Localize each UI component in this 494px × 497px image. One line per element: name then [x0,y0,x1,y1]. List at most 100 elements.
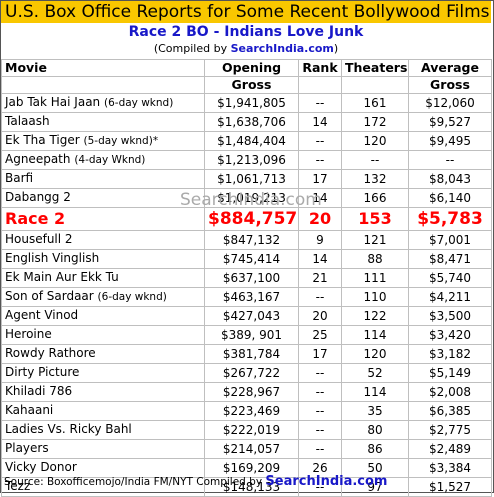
movie-note: (6-day wknd) [97,291,167,303]
header-movie: Movie [1,59,205,77]
average-gross-cell: $2,008 [408,382,492,402]
table-row: Jab Tak Hai Jaan (6-day wknd) $1,941,805-… [1,93,492,113]
table-row: Agneepath (4-day Wknd) $1,213,096 -- -- -- [1,150,492,170]
movie-cell: Ladies Vs. Ricky Bahl [1,420,205,440]
average-gross-cell: $7,001 [408,230,492,250]
rank-cell: 17 [298,169,342,189]
table-row: Ek Main Aur Ekk Tu $637,100 21 111 $5,740 [1,268,492,288]
opening-gross-cell: $637,100 [204,268,299,288]
theaters-cell: 120 [341,344,409,364]
average-gross-cell: $3,182 [408,344,492,364]
movie-cell: Ek Tha Tiger (5-day wknd)* [1,131,205,151]
average-gross-cell: $6,140 [408,188,492,208]
theaters-cell: 35 [341,401,409,421]
movie-cell: Dabangg 2 [1,188,205,208]
theaters-cell: 161 [341,93,409,113]
theaters-cell: 86 [341,439,409,459]
footer-source: Source: Boxofficemojo/India FM/NYT Compi… [4,474,387,490]
theaters-cell: 52 [341,363,409,383]
theaters-cell: 122 [341,306,409,326]
movie-cell: Dirty Picture [1,363,205,383]
rank-cell: 25 [298,325,342,345]
average-gross-cell: $5,149 [408,363,492,383]
average-gross-cell: -- [408,150,492,170]
movie-title: Ek Main Aur Ekk Tu [5,270,119,284]
movie-title: Kahaani [5,403,54,417]
rank-cell: 17 [298,344,342,364]
table-body: Jab Tak Hai Jaan (6-day wknd) $1,941,805-… [1,93,492,497]
theaters-cell: 153 [341,207,409,231]
average-gross-cell: $12,060 [408,93,492,113]
opening-gross-cell: $389, 901 [204,325,299,345]
table-row: Dirty Picture $267,722 -- 52 $5,149 [1,363,492,383]
opening-gross-cell: $884,757 [204,207,299,231]
average-gross-cell: $3,384 [408,458,492,478]
watermark: SearchIndia.com [180,190,322,210]
theaters-cell: 121 [341,230,409,250]
movie-title: English Vinglish [5,251,100,265]
movie-title: Players [5,441,49,455]
rank-cell: -- [298,382,342,402]
table-row: Vicky Donor $169,209 26 50 $3,384 [1,458,492,478]
movie-title: Talaash [5,114,50,128]
movie-cell: Housefull 2 [1,230,205,250]
movie-cell: Agent Vinod [1,306,205,326]
header-blank [298,76,342,94]
theaters-cell: 111 [341,268,409,288]
header-average: Average [408,59,492,77]
movie-title: Jab Tak Hai Jaan [5,95,101,109]
average-gross-cell: $6,385 [408,401,492,421]
highlight-row: Race 2 $884,757 20 153 $5,783 [1,207,492,231]
rank-cell: -- [298,131,342,151]
average-gross-cell: $3,500 [408,306,492,326]
movie-cell: Agneepath (4-day Wknd) [1,150,205,170]
movie-cell: Jab Tak Hai Jaan (6-day wknd) [1,93,205,113]
rank-cell: 20 [298,306,342,326]
table-row: Heroine $389, 901 25 114 $3,420 [1,325,492,345]
header-blank [341,76,409,94]
footer-site: SearchIndia.com [265,474,388,489]
movie-title: Agneepath [5,152,71,166]
header-blank [1,76,205,94]
page-subtitle: Race 2 BO - Indians Love Junk [128,24,364,40]
compiled-prefix: (Compiled by [153,42,231,55]
rank-cell: 20 [298,207,342,231]
header-opening: Opening [204,59,299,77]
opening-gross-cell: $381,784 [204,344,299,364]
movie-note: (6-day wknd) [104,97,174,109]
average-gross-cell: $9,495 [408,131,492,151]
theaters-cell: 172 [341,112,409,132]
opening-gross-cell: $228,967 [204,382,299,402]
table-row: Kahaani $223,469 -- 35 $6,385 [1,401,492,421]
movie-cell: Talaash [1,112,205,132]
theaters-cell: 80 [341,420,409,440]
opening-gross-cell: $1,941,805 [204,93,299,113]
table-row: Ek Tha Tiger (5-day wknd)* $1,484,404 -- 12… [1,131,492,151]
movie-title: Agent Vinod [5,308,79,322]
table-row: Dabangg 2 $1,019,213 14 166 $6,140 [1,188,492,208]
opening-gross-cell: $1,019,213 [204,188,299,208]
page-banner: U.S. Box Office Reports for Some Recent … [1,1,491,23]
compiled-suffix: ) [333,42,339,55]
movie-cell: Kahaani [1,401,205,421]
theaters-cell: 110 [341,287,409,307]
table-row: English Vinglish $745,414 14 88 $8,471 [1,249,492,269]
header-row-2: Gross Gross [1,76,492,94]
table-row: Khiladi 786 $228,967 -- 114 $2,008 [1,382,492,402]
movie-title: Dabangg 2 [5,190,71,204]
opening-gross-cell: $267,722 [204,363,299,383]
opening-gross-cell: $745,414 [204,249,299,269]
footer-prefix: Source: Boxofficemojo/India FM/NYT Compi… [4,476,266,488]
header-theaters: Theaters [341,59,409,77]
rank-cell: 9 [298,230,342,250]
movie-title: Ladies Vs. Ricky Bahl [5,422,132,436]
movie-cell: Players [1,439,205,459]
theaters-cell: 132 [341,169,409,189]
movie-title: Vicky Donor [5,460,77,474]
table-row: Players $214,057 -- 86 $2,489 [1,439,492,459]
movie-cell: English Vinglish [1,249,205,269]
movie-title: Khiladi 786 [5,384,73,398]
opening-gross-cell: $1,213,096 [204,150,299,170]
movie-title: Dirty Picture [5,365,80,379]
average-gross-cell: $2,775 [408,420,492,440]
